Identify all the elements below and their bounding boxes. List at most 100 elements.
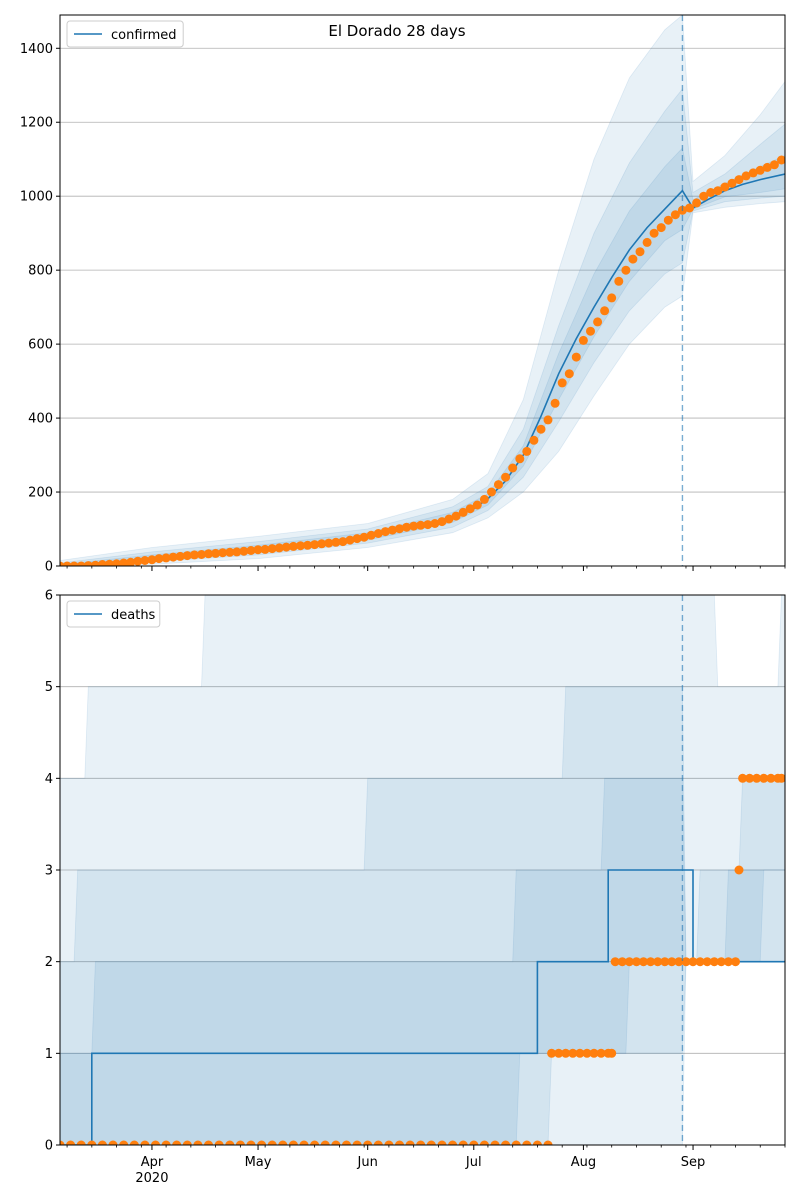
confirmed-observed-point <box>366 530 376 540</box>
deaths-observed-point <box>331 1140 341 1145</box>
deaths-observed-point <box>416 1140 426 1145</box>
confirmed-axes-frame <box>59 14 786 567</box>
confirmed-observed-point <box>423 520 433 530</box>
confirmed-plot-content <box>60 15 785 566</box>
confirmed-observed-point <box>359 532 369 542</box>
deaths-observed-point <box>681 957 691 967</box>
confirmed-observed-point <box>182 551 192 561</box>
confirmed-observed-point <box>621 265 631 275</box>
confirmed-y-tick-label: 0 <box>45 560 53 575</box>
confirmed-observed-point <box>508 463 518 473</box>
deaths-observed-point <box>639 957 648 967</box>
deaths-observed-point <box>225 1140 235 1145</box>
deaths-plot-content <box>60 595 785 1145</box>
deaths-observed-point <box>731 957 740 967</box>
deaths-legend: deaths <box>66 600 161 628</box>
confirmed-observed-point <box>260 544 270 554</box>
deaths-observed-point <box>246 1140 256 1145</box>
confirmed-plot-area <box>60 15 785 566</box>
confirmed-observed-point <box>133 556 143 566</box>
deaths-y-tick-label: 3 <box>45 864 53 879</box>
deaths-y-tick-label: 6 <box>45 589 53 604</box>
confirmed-observed-point <box>253 545 263 555</box>
deaths-observed-point <box>745 773 755 783</box>
deaths-observed-point <box>140 1140 150 1145</box>
confirmed-observed-point <box>225 547 235 557</box>
confirmed-legend-box <box>66 20 184 48</box>
deaths-observed-point <box>596 1048 606 1058</box>
confirmed-observed-point <box>741 171 751 181</box>
confirmed-observed-point <box>614 276 624 286</box>
confirmed-observed-point <box>692 198 702 208</box>
deaths-observed-point <box>310 1140 320 1145</box>
confirmed-observed-point <box>720 182 730 192</box>
confirmed-observed-point <box>211 548 221 558</box>
deaths-observed-point <box>257 1140 267 1145</box>
confirmed-observed-point <box>635 247 645 257</box>
confirmed-observed-point <box>628 254 638 264</box>
confirmed-observed-point <box>380 527 390 537</box>
confirmed-observed-point <box>416 520 426 530</box>
confirmed-observed-point <box>685 203 694 213</box>
deaths-observed-point <box>589 1048 599 1058</box>
deaths-observed-point <box>582 1048 592 1058</box>
deaths-observed-point <box>352 1140 362 1145</box>
confirmed-observed-point <box>409 521 419 531</box>
confirmed-observed-point <box>310 540 320 550</box>
deaths-observed-point <box>738 773 748 783</box>
confirmed-observed-point <box>274 543 284 553</box>
confirmed-observed-point <box>105 559 114 566</box>
deaths-observed-point <box>66 1140 76 1145</box>
confirmed-y-tick-label: 400 <box>28 412 53 427</box>
deaths-x-tick-label: Aug <box>571 1155 596 1170</box>
confirmed-observed-point <box>465 504 475 514</box>
confirmed-observed-point <box>430 519 440 528</box>
deaths-band-outer <box>60 595 785 1145</box>
confirmed-observed-point <box>734 175 744 185</box>
confirmed-observed-point <box>62 561 72 566</box>
deaths-observed-point <box>723 957 733 967</box>
deaths-y-tick-label: 0 <box>45 1139 53 1154</box>
deaths-observed-point <box>607 1048 617 1058</box>
confirmed-observed-point <box>331 537 341 547</box>
confirmed-observed-point <box>281 542 291 552</box>
deaths-y-tick-label: 1 <box>45 1047 53 1062</box>
deaths-observed-point <box>752 773 762 783</box>
confirmed-observed-point <box>670 210 680 220</box>
deaths-observed-point <box>624 957 634 967</box>
confirmed-observed-point <box>663 215 673 225</box>
deaths-observed-point <box>561 1048 571 1058</box>
confirmed-observed-point <box>586 326 595 336</box>
confirmed-observed-point <box>317 539 327 549</box>
confirmed-observed-point <box>515 454 525 464</box>
deaths-observed-point <box>342 1140 351 1145</box>
confirmed-observed-point <box>126 557 136 566</box>
confirmed-observed-point <box>147 555 157 565</box>
deaths-observed-point <box>734 865 744 875</box>
confirmed-observed-point <box>748 168 758 178</box>
confirmed-observed-point <box>642 237 652 247</box>
confirmed-observed-point <box>487 487 496 497</box>
deaths-observed-point <box>267 1140 277 1145</box>
confirmed-observed-point <box>713 186 723 196</box>
confirmed-observed-point <box>303 540 313 550</box>
deaths-observed-point <box>129 1140 139 1145</box>
deaths-observed-point <box>660 957 670 967</box>
deaths-observed-point <box>695 957 705 967</box>
confirmed-observed-point <box>246 546 256 555</box>
confirmed-observed-point <box>402 522 412 532</box>
confirmed-observed-point <box>189 550 199 560</box>
deaths-observed-point <box>288 1140 298 1145</box>
deaths-observed-point <box>653 957 663 967</box>
deaths-observed-point <box>87 1140 97 1145</box>
deaths-observed-point <box>610 957 620 967</box>
deaths-observed-point <box>320 1140 330 1145</box>
confirmed-observed-point <box>557 378 567 388</box>
confirmed-y-tick-label: 1000 <box>20 190 53 205</box>
confirmed-observed-point <box>777 155 785 165</box>
deaths-observed-point <box>777 773 785 783</box>
deaths-observed-point <box>543 1140 553 1145</box>
deaths-observed-point <box>373 1140 383 1145</box>
confirmed-observed-point <box>161 553 171 563</box>
